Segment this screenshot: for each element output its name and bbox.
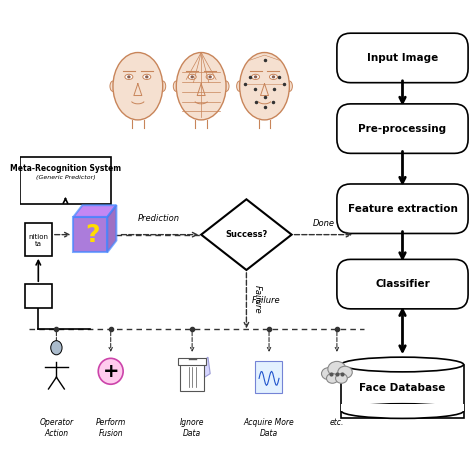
Text: Acquire More
Data: Acquire More Data <box>244 419 294 438</box>
Bar <box>25 284 52 308</box>
Text: Done: Done <box>312 219 334 228</box>
Ellipse shape <box>191 75 194 78</box>
Text: Failure: Failure <box>252 296 281 305</box>
FancyBboxPatch shape <box>178 358 206 365</box>
FancyBboxPatch shape <box>20 157 111 204</box>
Ellipse shape <box>188 74 196 80</box>
Ellipse shape <box>240 53 290 120</box>
FancyBboxPatch shape <box>337 104 468 154</box>
Text: Failure: Failure <box>253 285 262 314</box>
Text: Operator
Action: Operator Action <box>39 419 73 438</box>
Ellipse shape <box>143 74 151 80</box>
Ellipse shape <box>223 81 229 91</box>
Ellipse shape <box>176 53 226 120</box>
Ellipse shape <box>341 357 464 372</box>
Text: Meta-Recognition System: Meta-Recognition System <box>10 164 121 173</box>
Ellipse shape <box>110 81 116 91</box>
Ellipse shape <box>252 74 260 80</box>
Bar <box>25 223 52 256</box>
Text: (Generic Predictor): (Generic Predictor) <box>36 174 95 180</box>
Text: Pre-processing: Pre-processing <box>358 124 447 134</box>
Ellipse shape <box>328 361 346 376</box>
Ellipse shape <box>338 366 352 378</box>
Text: +: + <box>102 362 119 381</box>
Text: Perform
Fusion: Perform Fusion <box>96 419 126 438</box>
Ellipse shape <box>327 374 338 383</box>
Bar <box>341 365 464 419</box>
Text: Input Image: Input Image <box>367 53 438 63</box>
FancyBboxPatch shape <box>180 363 204 391</box>
Text: nition
ta: nition ta <box>28 234 48 247</box>
Text: ?: ? <box>85 223 100 246</box>
Ellipse shape <box>336 374 347 383</box>
Bar <box>341 404 464 411</box>
Ellipse shape <box>321 368 336 380</box>
Ellipse shape <box>270 74 277 80</box>
Ellipse shape <box>125 74 133 80</box>
Polygon shape <box>107 205 116 252</box>
FancyBboxPatch shape <box>255 361 282 393</box>
Text: Ignore
Data: Ignore Data <box>180 419 204 438</box>
Text: Feature extraction: Feature extraction <box>347 204 457 214</box>
FancyBboxPatch shape <box>337 33 468 82</box>
Polygon shape <box>201 199 292 270</box>
Ellipse shape <box>127 75 131 78</box>
Ellipse shape <box>173 81 179 91</box>
Ellipse shape <box>113 53 163 120</box>
Polygon shape <box>73 205 116 217</box>
Text: Success?: Success? <box>225 230 267 239</box>
Text: Prediction: Prediction <box>138 214 180 223</box>
Ellipse shape <box>237 81 243 91</box>
Ellipse shape <box>145 75 148 78</box>
FancyBboxPatch shape <box>337 184 468 234</box>
Ellipse shape <box>209 75 212 78</box>
Text: etc.: etc. <box>330 419 344 428</box>
Ellipse shape <box>206 74 214 80</box>
Ellipse shape <box>286 81 292 91</box>
Ellipse shape <box>272 75 275 78</box>
Polygon shape <box>73 217 107 252</box>
Ellipse shape <box>341 404 464 419</box>
Text: Face Database: Face Database <box>359 383 446 393</box>
Ellipse shape <box>160 81 166 91</box>
Ellipse shape <box>98 358 123 384</box>
Polygon shape <box>197 357 210 381</box>
Ellipse shape <box>51 341 62 355</box>
Text: Classifier: Classifier <box>375 279 430 289</box>
Ellipse shape <box>254 75 257 78</box>
FancyBboxPatch shape <box>337 259 468 309</box>
